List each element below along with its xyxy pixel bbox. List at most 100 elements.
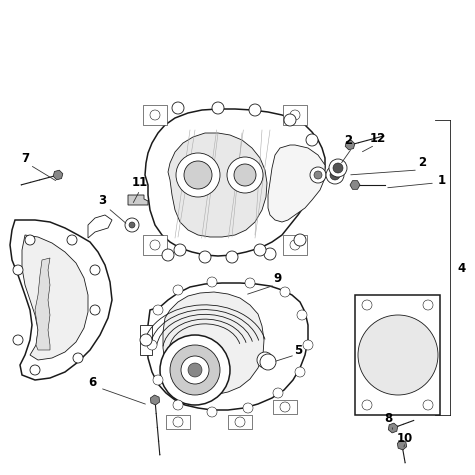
Polygon shape <box>151 395 160 405</box>
Text: 10: 10 <box>397 431 413 445</box>
Circle shape <box>264 248 276 260</box>
Polygon shape <box>143 235 167 255</box>
Circle shape <box>358 315 438 395</box>
Text: 3: 3 <box>98 193 106 207</box>
Text: 6: 6 <box>88 376 96 389</box>
Circle shape <box>254 244 266 256</box>
Circle shape <box>170 345 220 395</box>
Polygon shape <box>140 325 152 355</box>
Circle shape <box>184 161 212 189</box>
Circle shape <box>234 164 256 186</box>
Text: 5: 5 <box>294 343 302 357</box>
Circle shape <box>188 363 202 377</box>
Circle shape <box>172 102 184 114</box>
Circle shape <box>67 235 77 245</box>
Circle shape <box>306 134 318 146</box>
Polygon shape <box>53 170 63 180</box>
Circle shape <box>423 300 433 310</box>
Circle shape <box>73 353 83 363</box>
Polygon shape <box>268 145 325 222</box>
Circle shape <box>295 367 305 377</box>
Circle shape <box>147 340 157 350</box>
Circle shape <box>310 167 326 183</box>
Text: 2: 2 <box>418 155 426 169</box>
Circle shape <box>174 244 186 256</box>
Circle shape <box>30 365 40 375</box>
Circle shape <box>257 352 273 368</box>
Polygon shape <box>283 105 307 125</box>
Circle shape <box>150 240 160 250</box>
Circle shape <box>90 305 100 315</box>
Circle shape <box>13 335 23 345</box>
Polygon shape <box>10 220 112 380</box>
Circle shape <box>297 310 307 320</box>
Polygon shape <box>350 180 360 190</box>
Circle shape <box>162 249 174 261</box>
Polygon shape <box>35 258 50 350</box>
Circle shape <box>303 340 313 350</box>
Text: 4: 4 <box>458 262 466 275</box>
Polygon shape <box>88 215 112 238</box>
Circle shape <box>173 417 183 427</box>
Circle shape <box>173 400 183 410</box>
Circle shape <box>226 251 238 263</box>
Circle shape <box>207 407 217 417</box>
Text: 1: 1 <box>438 173 446 187</box>
Circle shape <box>423 400 433 410</box>
Circle shape <box>260 354 276 370</box>
Polygon shape <box>166 415 190 429</box>
Circle shape <box>245 278 255 288</box>
Polygon shape <box>143 105 167 125</box>
Circle shape <box>235 417 245 427</box>
Circle shape <box>160 335 230 405</box>
Circle shape <box>362 400 372 410</box>
Circle shape <box>261 356 269 364</box>
Circle shape <box>125 218 139 232</box>
Circle shape <box>243 403 253 413</box>
Polygon shape <box>168 133 267 237</box>
Circle shape <box>362 300 372 310</box>
Polygon shape <box>397 440 407 450</box>
Circle shape <box>90 265 100 275</box>
Polygon shape <box>388 423 398 433</box>
Circle shape <box>173 285 183 295</box>
Polygon shape <box>345 140 355 150</box>
Text: 12: 12 <box>370 132 386 144</box>
Circle shape <box>333 163 343 173</box>
Circle shape <box>13 265 23 275</box>
Circle shape <box>280 402 290 412</box>
Polygon shape <box>147 283 308 410</box>
Text: 2: 2 <box>344 133 352 146</box>
Polygon shape <box>22 235 88 360</box>
Polygon shape <box>283 235 307 255</box>
Circle shape <box>176 153 220 197</box>
Circle shape <box>290 110 300 120</box>
Circle shape <box>199 251 211 263</box>
Circle shape <box>150 110 160 120</box>
Circle shape <box>153 305 163 315</box>
Polygon shape <box>128 195 148 205</box>
Polygon shape <box>228 415 252 429</box>
Circle shape <box>294 234 306 246</box>
Circle shape <box>329 159 347 177</box>
Text: 8: 8 <box>384 411 392 425</box>
Circle shape <box>181 356 209 384</box>
Circle shape <box>207 277 217 287</box>
Circle shape <box>140 334 152 346</box>
Text: 9: 9 <box>274 272 282 285</box>
Circle shape <box>153 375 163 385</box>
Circle shape <box>326 166 344 184</box>
Text: 7: 7 <box>21 152 29 164</box>
Circle shape <box>25 235 35 245</box>
Polygon shape <box>145 109 325 256</box>
Circle shape <box>314 171 322 179</box>
Polygon shape <box>355 295 440 415</box>
Circle shape <box>129 222 135 228</box>
Circle shape <box>212 102 224 114</box>
Circle shape <box>227 157 263 193</box>
Polygon shape <box>163 292 264 395</box>
Polygon shape <box>273 400 297 414</box>
Circle shape <box>249 104 261 116</box>
Text: 11: 11 <box>132 177 148 190</box>
Circle shape <box>330 170 340 180</box>
